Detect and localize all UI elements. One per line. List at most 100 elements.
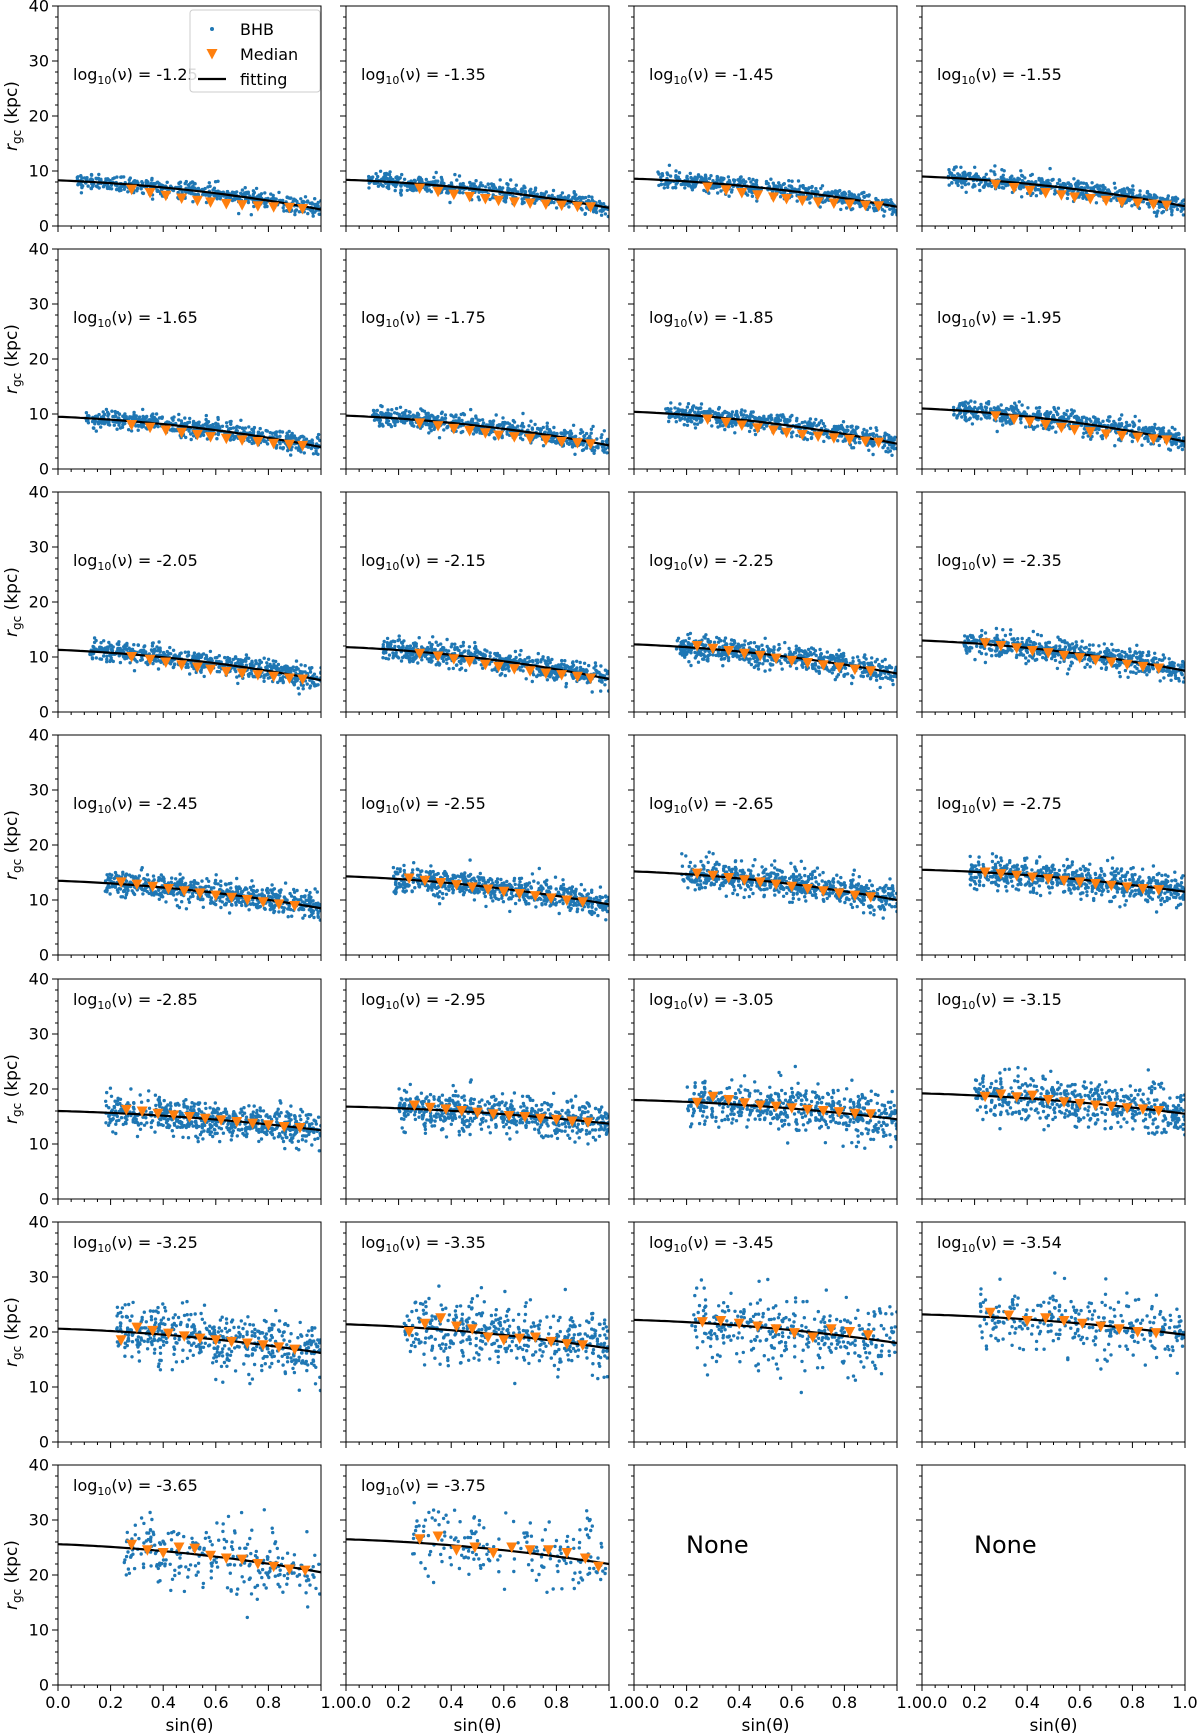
y-tick-label: 10 (29, 405, 49, 424)
bhb-point (543, 430, 547, 434)
bhb-point (505, 432, 509, 436)
bhb-point (115, 175, 119, 179)
bhb-point (495, 424, 500, 428)
bhb-point (1033, 188, 1038, 192)
bhb-point (226, 427, 231, 432)
bhb-point (503, 200, 508, 204)
bhb-point (378, 169, 383, 173)
bhb-point (84, 411, 89, 415)
bhb-point (979, 180, 983, 184)
bhb-point (277, 440, 281, 444)
bhb-point (428, 414, 432, 418)
bhb-point (427, 188, 432, 192)
bhb-point (795, 199, 799, 203)
median-marker (720, 185, 732, 196)
bhb-point (972, 183, 976, 187)
bhb-point (134, 424, 138, 428)
bhb-point (584, 446, 589, 450)
bhb-point (1017, 177, 1022, 181)
bhb-point (1124, 420, 1129, 425)
bhb-point (1157, 202, 1162, 206)
bhb-point (970, 422, 975, 426)
bhb-point (516, 424, 520, 428)
bhb-point (1118, 417, 1122, 421)
bhb-point (756, 417, 761, 421)
median-marker (736, 188, 748, 199)
bhb-point (795, 416, 799, 421)
bhb-point (520, 201, 524, 206)
bhb-point (1094, 418, 1098, 422)
panel-annotation: log10(ν) = -1.45 (649, 65, 774, 87)
bhb-point (1112, 181, 1117, 185)
bhb-point (269, 192, 273, 196)
bhb-point (372, 418, 377, 422)
bhb-point (240, 426, 245, 430)
bhb-point (685, 423, 690, 427)
bhb-point (177, 412, 181, 417)
median-marker (176, 427, 188, 439)
bhb-point (810, 424, 815, 428)
median-marker (493, 430, 505, 441)
bhb-point (1034, 406, 1039, 410)
bhb-point (710, 186, 714, 190)
bhb-point (371, 408, 376, 413)
bhb-point (95, 185, 100, 189)
bhb-point (862, 190, 866, 195)
bhb-point (874, 433, 879, 437)
bhb-point (388, 423, 392, 427)
bhb-point (571, 195, 575, 200)
bhb-point (695, 176, 699, 181)
bhb-point (674, 169, 678, 173)
bhb-point (1107, 415, 1111, 419)
bhb-point (963, 415, 968, 420)
median-marker (1084, 194, 1096, 205)
bhb-point (1064, 412, 1068, 417)
bhb-point (776, 414, 780, 418)
bhb-point (1170, 213, 1174, 217)
bhb-point (683, 408, 688, 413)
bhb-point (439, 411, 444, 416)
bhb-point (289, 453, 293, 457)
panel-plot-area (922, 164, 1185, 218)
bhb-point (513, 426, 518, 430)
bhb-point (662, 186, 666, 190)
bhb-point (290, 431, 294, 436)
panel-annotation: log10(ν) = -1.35 (361, 65, 486, 87)
bhb-point (528, 189, 532, 193)
median-markers (990, 179, 1173, 212)
median-marker (585, 439, 597, 450)
bhb-point (801, 184, 805, 188)
bhb-point (104, 177, 108, 181)
bhb-point (736, 415, 740, 419)
bhb-point (869, 442, 873, 446)
bhb-point (387, 173, 392, 177)
bhb-point (228, 438, 233, 442)
bhb-point (753, 432, 758, 437)
bhb-point (193, 182, 197, 186)
bhb-point (1120, 413, 1124, 417)
y-tick-label: 10 (29, 162, 49, 181)
bhb-point (683, 186, 687, 190)
bhb-point (141, 407, 145, 412)
bhb-point (1020, 403, 1024, 407)
bhb-point (498, 423, 502, 427)
bhb-point (1040, 177, 1044, 181)
bhb-point (808, 421, 812, 425)
median-marker (1147, 199, 1159, 211)
bhb-point (469, 407, 473, 412)
bhb-point (453, 172, 457, 177)
bhb-point (1098, 184, 1102, 188)
bhb-point (727, 194, 731, 198)
bhb-point (171, 418, 175, 422)
bhb-point (1133, 414, 1137, 419)
bhb-point (442, 181, 446, 186)
bhb-point (821, 432, 826, 436)
bhb-point (1037, 409, 1041, 413)
bhb-point (1131, 184, 1135, 188)
median-marker (144, 422, 156, 434)
bhb-point (122, 187, 127, 191)
bhb-point (977, 406, 981, 410)
median-marker (1024, 185, 1036, 197)
bhb-point (294, 446, 298, 450)
